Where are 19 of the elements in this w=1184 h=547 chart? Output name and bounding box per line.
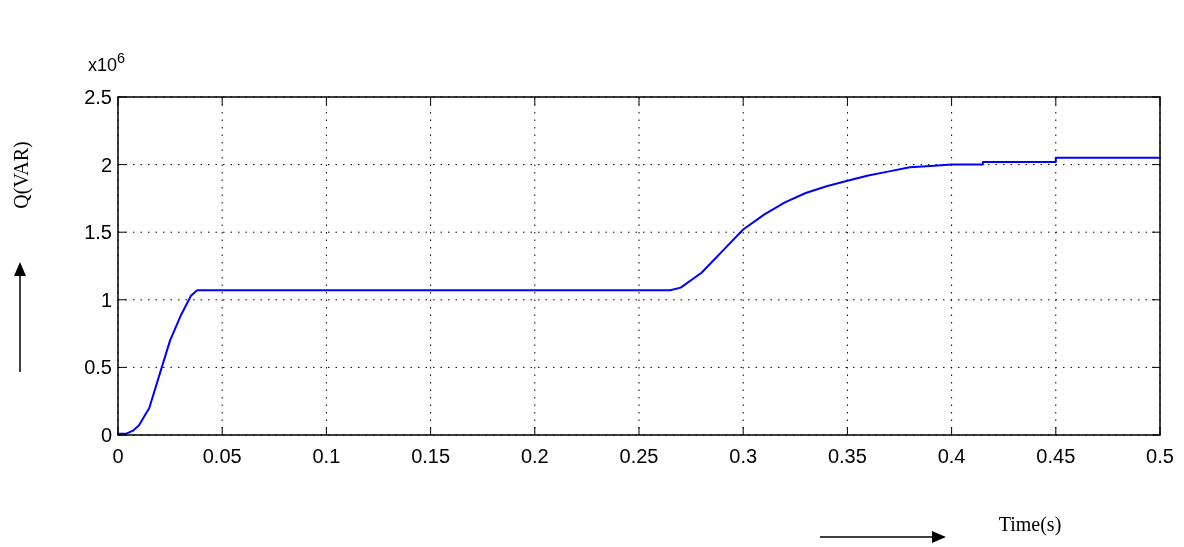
x-tick-label: 0.2 xyxy=(520,445,549,467)
x-axis-title: Time(s) xyxy=(998,513,1062,536)
x-tick-label: 0.1 xyxy=(312,445,341,467)
y-tick-label: 1.5 xyxy=(84,221,112,244)
x-tick-label: 0.15 xyxy=(411,445,451,467)
x-tick-label: 0.35 xyxy=(827,445,867,467)
x-tick-label: 0.45 xyxy=(1036,445,1076,467)
y-axis-title: Q(VAR) xyxy=(10,141,33,209)
x-tick-label: 0.25 xyxy=(619,445,659,467)
text: x10$^{6}$ xyxy=(88,50,126,75)
x-tick-label: 0.05 xyxy=(202,445,242,467)
y-tick-label: 0 xyxy=(100,424,112,446)
x-tick-label: 0.4 xyxy=(937,445,966,467)
y-tick-label: 2 xyxy=(100,153,112,176)
y-tick-label: 1 xyxy=(100,288,112,311)
x-tick-label: 0.3 xyxy=(729,445,758,467)
y-tick-label: 2.5 xyxy=(84,86,112,108)
x-tick-label: 0.5 xyxy=(1146,445,1174,467)
y-tick-label: 0.5 xyxy=(84,356,112,379)
